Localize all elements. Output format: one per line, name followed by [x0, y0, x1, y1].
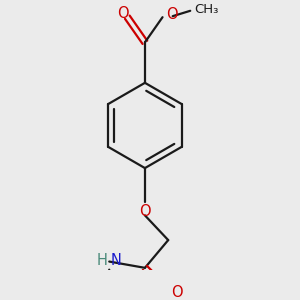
Text: N: N — [110, 253, 121, 268]
Text: O: O — [167, 7, 178, 22]
Text: O: O — [139, 204, 151, 219]
Text: O: O — [117, 6, 129, 21]
Text: CH₃: CH₃ — [194, 3, 219, 16]
Text: H: H — [96, 253, 107, 268]
Text: O: O — [171, 285, 182, 300]
